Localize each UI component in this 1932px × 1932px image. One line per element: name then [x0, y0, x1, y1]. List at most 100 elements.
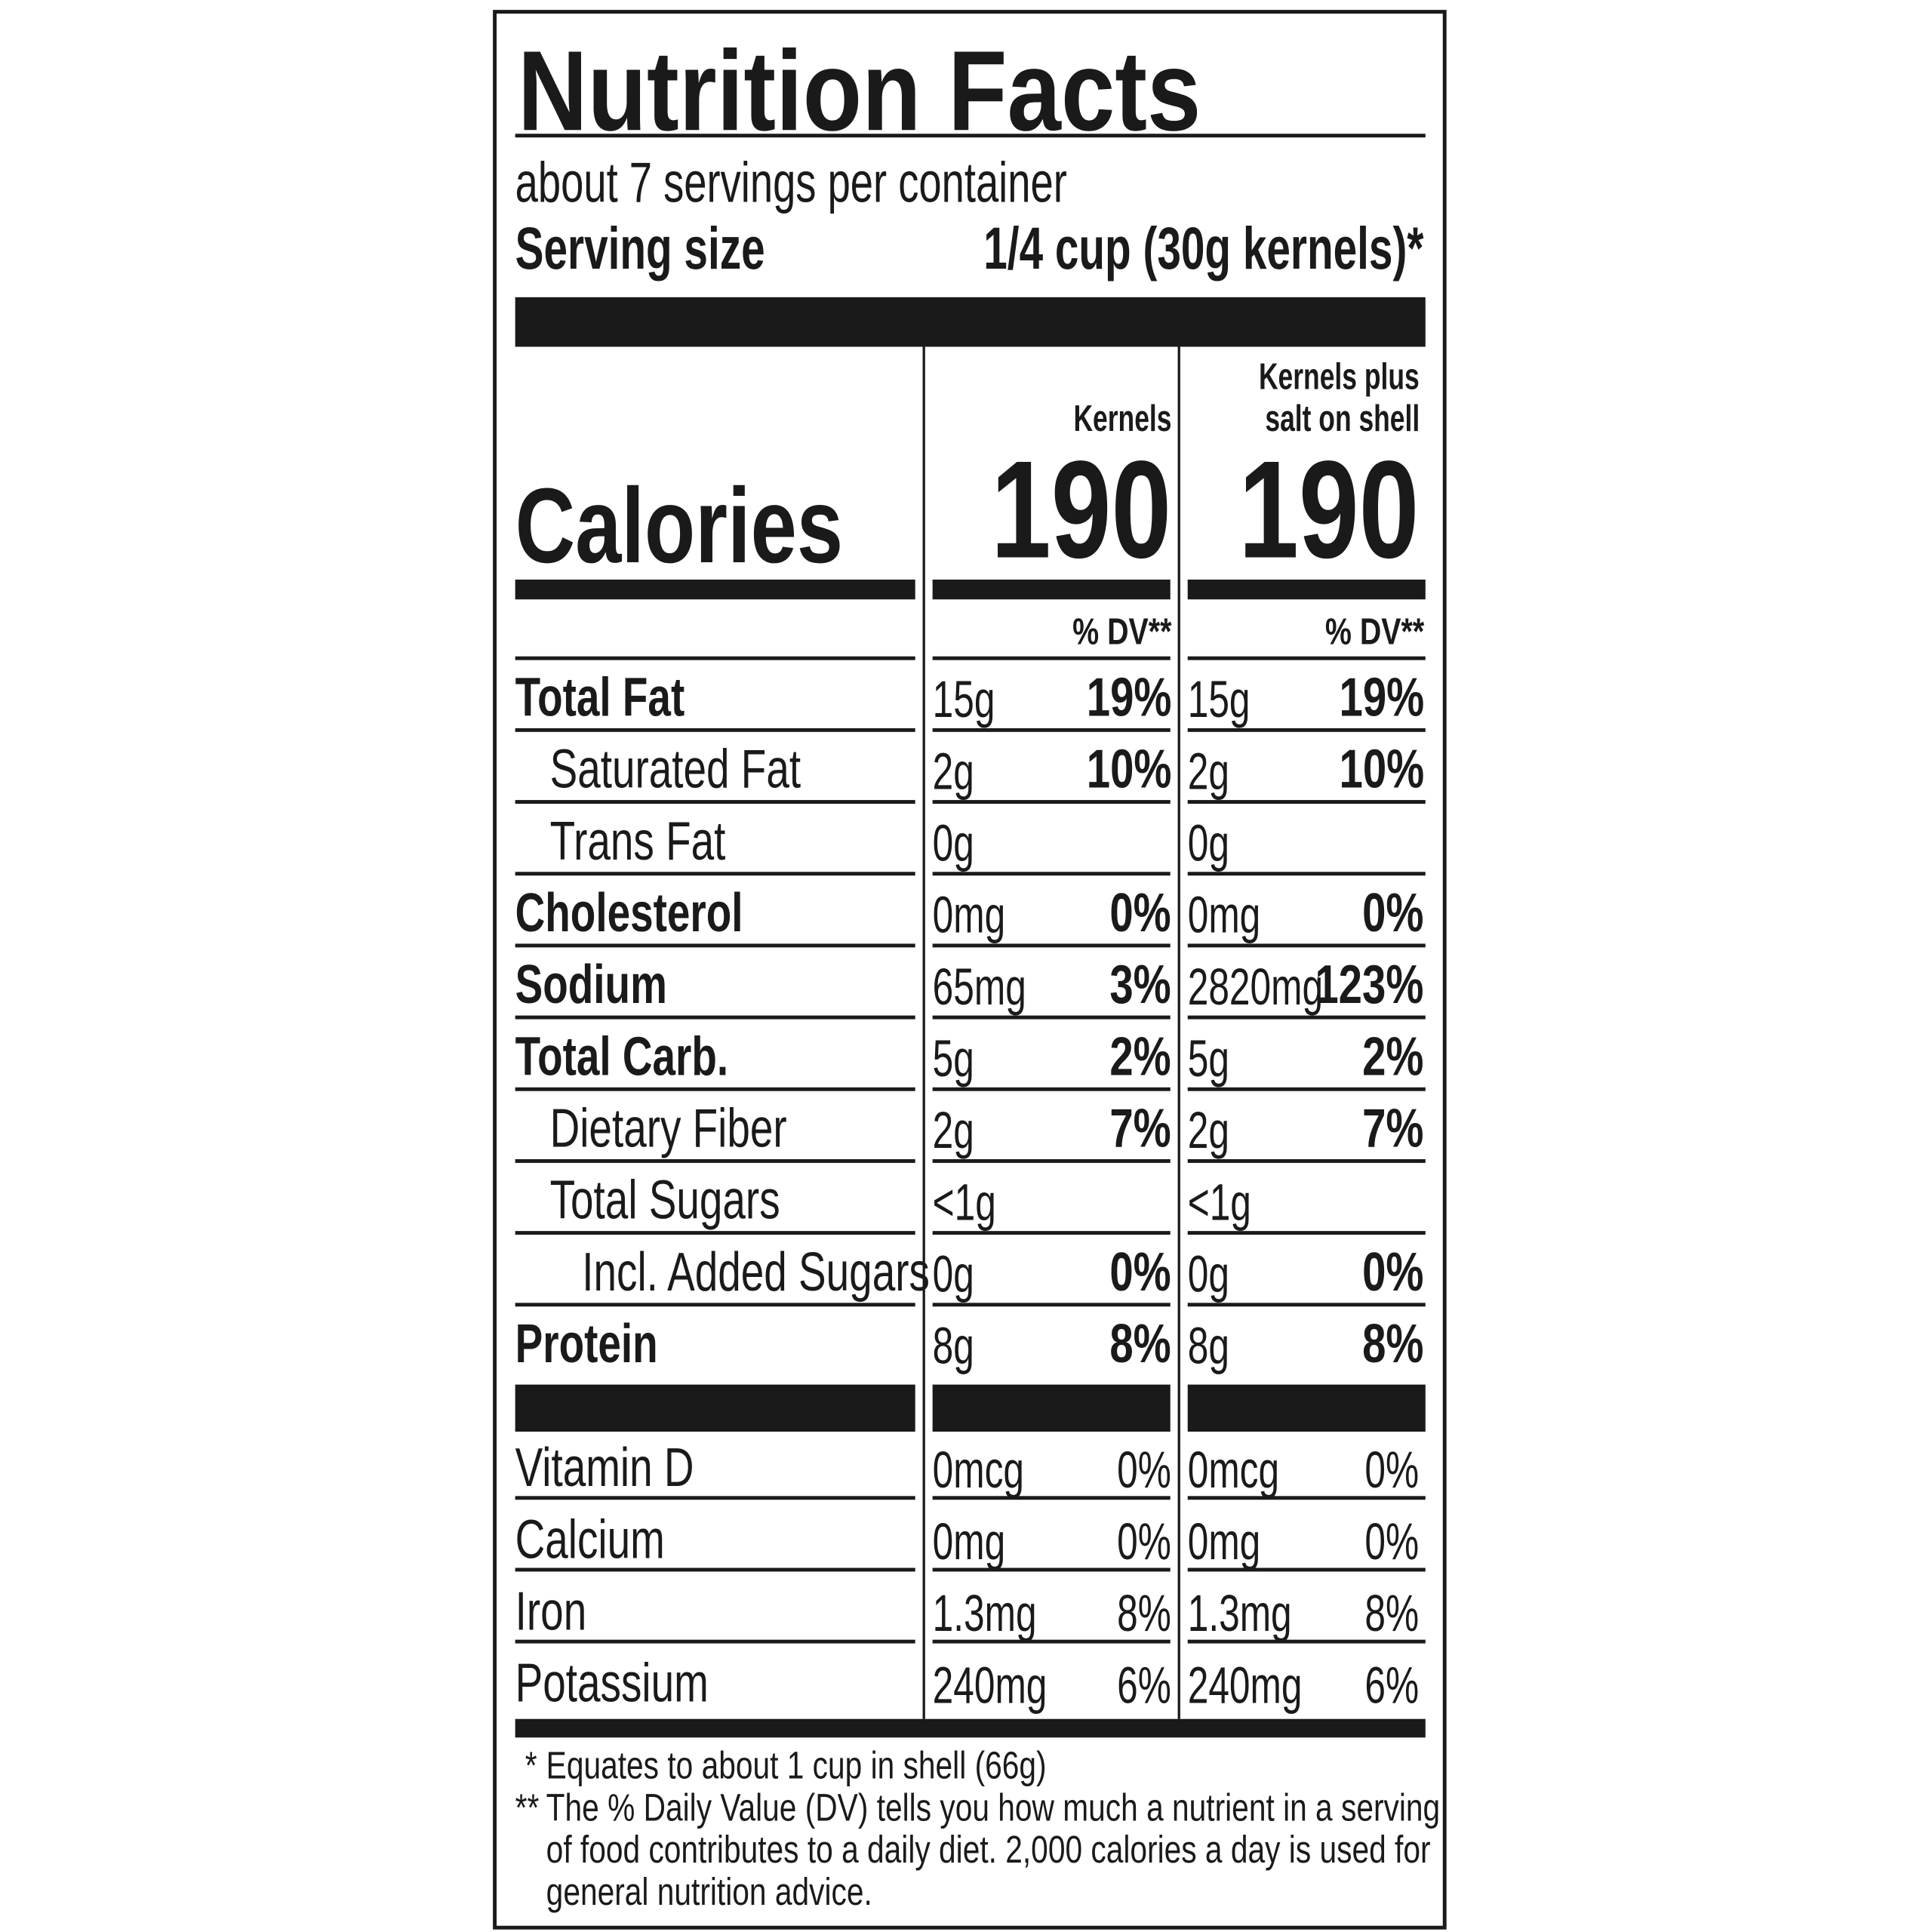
nutrient-amount: 2g [932, 1100, 974, 1159]
footnote-2-mark: ** [515, 1786, 540, 1829]
servings-per-container: about 7 servings per container [515, 149, 1067, 214]
column-divider [1177, 346, 1180, 1719]
column-2-header-line1: Kernels plus [1258, 356, 1420, 398]
row-divider [932, 872, 1171, 876]
nutrient-dv: 2% [1362, 1026, 1425, 1088]
row-divider [932, 656, 1171, 660]
row-divider [932, 800, 1171, 804]
nutrient-label: Cholesterol [515, 883, 743, 944]
nutrient-dv: 7% [1362, 1098, 1425, 1159]
nutrient-amount: 8g [1187, 1316, 1229, 1375]
row-divider [932, 1303, 1171, 1307]
row-divider [1187, 1087, 1426, 1091]
footnote-2-line-3: general nutrition advice. [546, 1869, 872, 1914]
nutrient-dv: 0% [1109, 883, 1172, 944]
vitamin-label: Iron [515, 1581, 587, 1642]
row-divider [1187, 728, 1426, 732]
nutrient-dv: 123% [1315, 955, 1425, 1016]
row-divider [932, 1087, 1171, 1091]
nutrient-dv: 19% [1339, 667, 1425, 728]
row-divider [1187, 1567, 1426, 1572]
nutrient-dv: 2% [1109, 1026, 1172, 1088]
calories-kernels-salt: 190 [1238, 432, 1420, 587]
vitamin-dv: 8% [1117, 1583, 1172, 1642]
label-border [493, 10, 1447, 1930]
vitamin-amount: 0mg [1187, 1512, 1261, 1571]
vitamin-amount: 0mg [932, 1512, 1006, 1571]
nutrient-dv: 10% [1086, 739, 1172, 801]
row-divider [1187, 656, 1426, 660]
row-divider [1187, 1303, 1426, 1307]
nutrient-amount: 0mg [932, 885, 1006, 944]
row-divider [1187, 1231, 1426, 1235]
nutrient-amount: <1g [932, 1173, 996, 1232]
row-divider [1187, 1496, 1426, 1500]
nutrient-label: Incl. Added Sugars [582, 1241, 930, 1303]
row-divider [515, 872, 915, 876]
nutrient-amount: 8g [932, 1316, 974, 1375]
vitamin-amount: 0mcg [1187, 1440, 1280, 1499]
vitamin-amount: 1.3mg [932, 1583, 1037, 1642]
row-divider [515, 1496, 915, 1500]
vitamin-amount: 240mg [1187, 1656, 1303, 1715]
nutrient-amount: 0g [1187, 814, 1229, 872]
thick-divider [1187, 579, 1426, 600]
footnote-1-mark: * [525, 1743, 537, 1787]
nutrient-dv: 0% [1362, 1241, 1425, 1303]
nutrient-amount: 0mg [1187, 885, 1261, 944]
row-divider [515, 1567, 915, 1572]
row-divider [932, 1496, 1171, 1500]
nutrient-amount: 0g [1187, 1244, 1229, 1303]
thick-divider [515, 579, 915, 600]
row-divider [515, 1231, 915, 1235]
nutrient-amount: 5g [932, 1029, 974, 1088]
vitamin-dv: 6% [1117, 1656, 1172, 1715]
nutrient-label: Protein [515, 1314, 658, 1375]
nutrient-label: Total Carb. [515, 1026, 729, 1088]
row-divider [932, 943, 1171, 948]
row-divider [515, 800, 915, 804]
calories-label: Calories [515, 466, 844, 586]
nutrient-amount: 2g [1187, 741, 1229, 801]
row-divider [1187, 1639, 1426, 1644]
vitamin-amount: 240mg [932, 1656, 1048, 1715]
row-divider [515, 1639, 915, 1644]
nutrient-amount: 2g [932, 741, 974, 801]
vitamin-dv: 0% [1364, 1512, 1420, 1571]
serving-size-value: 1/4 cup (30g kernels)* [984, 217, 1425, 283]
thick-divider [932, 1384, 1171, 1432]
vitamin-dv: 6% [1364, 1656, 1420, 1715]
thick-divider [1187, 1384, 1426, 1432]
vitamin-label: Vitamin D [515, 1438, 694, 1499]
nutrient-amount: 15g [932, 669, 995, 728]
nutrient-dv: 10% [1339, 739, 1425, 801]
nutrient-dv: 0% [1362, 883, 1425, 944]
footnote-2-line-2: of food contributes to a daily diet. 2,0… [546, 1828, 1431, 1872]
row-divider [1187, 800, 1426, 804]
nutrient-amount: 0g [932, 814, 974, 872]
nutrient-dv: 3% [1109, 955, 1172, 1016]
nutrient-amount: 15g [1187, 669, 1251, 728]
nutrient-dv: 7% [1109, 1098, 1172, 1159]
nutrient-dv: 19% [1086, 667, 1172, 728]
row-divider [932, 1231, 1171, 1235]
row-divider [932, 1015, 1171, 1020]
vitamin-dv: 8% [1364, 1583, 1420, 1642]
vitamin-dv: 0% [1364, 1440, 1420, 1499]
row-divider [515, 1087, 915, 1091]
thick-divider [932, 579, 1171, 600]
row-divider [1187, 872, 1426, 876]
vitamin-dv: 0% [1117, 1512, 1172, 1571]
dv-header-kernels: % DV** [1072, 611, 1172, 653]
nutrient-amount: 2820mg [1187, 957, 1324, 1016]
vitamin-dv: 0% [1117, 1440, 1172, 1499]
row-divider [932, 1639, 1171, 1644]
vitamin-amount: 0mcg [932, 1440, 1025, 1499]
vitamin-label: Potassium [515, 1653, 709, 1715]
row-divider [515, 1015, 915, 1020]
divider [515, 134, 1426, 138]
nutrient-amount: 2g [1187, 1100, 1229, 1159]
row-divider [1187, 943, 1426, 948]
nutrient-dv: 8% [1362, 1314, 1425, 1375]
nutrient-label: Saturated Fat [549, 739, 801, 801]
